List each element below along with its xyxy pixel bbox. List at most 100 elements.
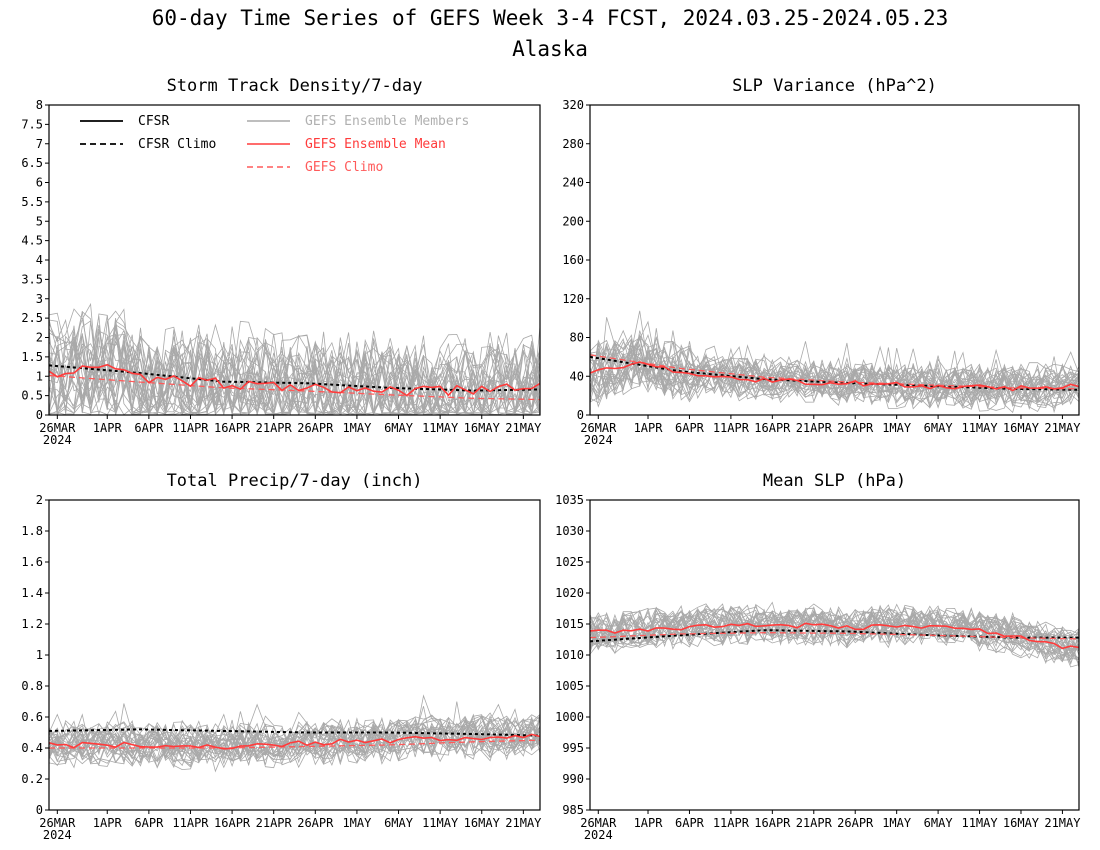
plot-area (590, 601, 1079, 668)
member-line (590, 347, 1079, 406)
chart-panel-3: Total Precip/7-day (inch)00.20.40.60.811… (21, 471, 542, 842)
y-tick-label: 80 (570, 331, 584, 345)
x-tick-label: 21APR (796, 816, 833, 830)
x-tick-label: 11APR (172, 816, 209, 830)
legend: CFSR CFSR Climo GEFS Ensemble Members GEFS … (80, 114, 469, 175)
y-tick-label: 1 (36, 648, 43, 662)
x-tick-label: 6APR (134, 421, 164, 435)
member-line (49, 311, 540, 415)
plot-area (590, 310, 1079, 414)
y-tick-label: 160 (562, 253, 584, 267)
y-tick-label: 7.5 (21, 117, 43, 131)
member-line (590, 612, 1079, 668)
y-tick-label: 5 (36, 214, 43, 228)
x-tick-label: 6MAY (384, 816, 414, 830)
x-tick-label: 16MAY (464, 816, 501, 830)
gefs-climo-line (590, 632, 1079, 640)
member-line (590, 330, 1079, 402)
x-tick-label: 26APR (837, 816, 874, 830)
member-line (49, 327, 540, 415)
y-tick-label: 1.6 (21, 555, 43, 569)
member-line (590, 607, 1079, 657)
y-tick-label: 1.5 (21, 350, 43, 364)
x-tick-label: 21APR (256, 816, 293, 830)
y-tick-label: 985 (562, 803, 584, 817)
main-title: 60-day Time Series of GEFS Week 3-4 FCST… (152, 6, 949, 30)
ensemble-mean-line (49, 733, 540, 750)
y-tick-label: 240 (562, 176, 584, 190)
x-tick-label: 11APR (172, 421, 209, 435)
x-tick-label: 1APR (93, 816, 123, 830)
x-tick-label: 1MAY (342, 421, 372, 435)
x-tick-label: 1APR (634, 816, 664, 830)
legend-cfsr-climo-label: CFSR Climo (138, 137, 216, 152)
x-tick-label: 11MAY (961, 421, 998, 435)
x-tick-label: 6APR (134, 816, 164, 830)
y-tick-label: 0.5 (21, 389, 43, 403)
x-tick-label: 16APR (754, 421, 791, 435)
x-tick-label: 21MAY (505, 816, 542, 830)
chart-panel-2: SLP Variance (hPa^2) 0 40 80 120 160 200 240 280… (562, 76, 1081, 447)
y-tick-label: 1015 (555, 617, 584, 631)
y-tick-label: 0 (577, 408, 584, 422)
x-tick-label: 6MAY (924, 421, 954, 435)
cfsr-climo-line (49, 364, 540, 392)
y-tick-label: 1.8 (21, 524, 43, 538)
member-line (590, 334, 1079, 411)
x-tick-label: 16APR (214, 421, 251, 435)
x-tick-label: 1APR (634, 421, 664, 435)
ensemble-mean-line (590, 361, 1079, 392)
member-line (590, 310, 1079, 402)
member-line (49, 321, 540, 415)
member-line (49, 340, 540, 415)
member-line (590, 617, 1079, 655)
member-line (49, 703, 540, 760)
legend-members-label: GEFS Ensemble Members (305, 114, 469, 129)
plot-area (49, 302, 540, 415)
x-tick-label: 6APR (675, 816, 705, 830)
y-tick-label: 3 (36, 292, 43, 306)
y-tick-label: 0 (36, 803, 43, 817)
x-tick-label: 11MAY (422, 421, 459, 435)
y-tick-label: 1010 (555, 648, 584, 662)
member-line (49, 719, 540, 762)
member-line (590, 610, 1079, 663)
chart-panel-4: Mean SLP (hPa) 985 990 995 1000 1005 1010 1015 1… (555, 471, 1081, 842)
y-tick-label: 1 (36, 369, 43, 383)
y-tick-label: 1030 (555, 524, 584, 538)
ensemble-mean-line (590, 622, 1079, 650)
x-tick-label: 16MAY (1003, 816, 1040, 830)
x-tick-label: 26APR (297, 421, 334, 435)
gefs-climo-line (49, 739, 540, 749)
y-tick-label: 0 (36, 408, 43, 422)
x-year-label: 2024 (584, 433, 613, 447)
plot-frame (48, 104, 541, 416)
x-tick-label: 11MAY (961, 816, 998, 830)
y-tick-label: 7 (36, 137, 43, 151)
x-year-label: 2024 (43, 433, 72, 447)
x-tick-label: 16APR (754, 816, 791, 830)
x-tick-label: 6APR (675, 421, 705, 435)
y-tick-label: 4.5 (21, 234, 43, 248)
x-tick-label: 6MAY (924, 816, 954, 830)
member-line (49, 711, 540, 769)
plot-frame (589, 499, 1080, 811)
legend-gefs-climo-label: GEFS Climo (305, 160, 383, 175)
x-year-label: 2024 (43, 828, 72, 842)
x-tick-label: 16APR (214, 816, 251, 830)
y-tick-label: 2 (36, 331, 43, 345)
member-line (590, 343, 1079, 412)
gefs-climo-line (590, 354, 1079, 390)
x-tick-label: 26MAR (580, 816, 617, 830)
y-tick-label: 1025 (555, 555, 584, 569)
member-line (49, 324, 540, 415)
x-tick-label: 21APR (256, 421, 293, 435)
y-tick-label: 4 (36, 253, 43, 267)
x-tick-label: 16MAY (1003, 421, 1040, 435)
x-tick-label: 26APR (837, 421, 874, 435)
x-tick-label: 11APR (713, 421, 750, 435)
member-line (49, 320, 540, 415)
member-line (590, 607, 1079, 658)
y-tick-label: 990 (562, 772, 584, 786)
panel-title: Mean SLP (hPa) (763, 471, 906, 491)
